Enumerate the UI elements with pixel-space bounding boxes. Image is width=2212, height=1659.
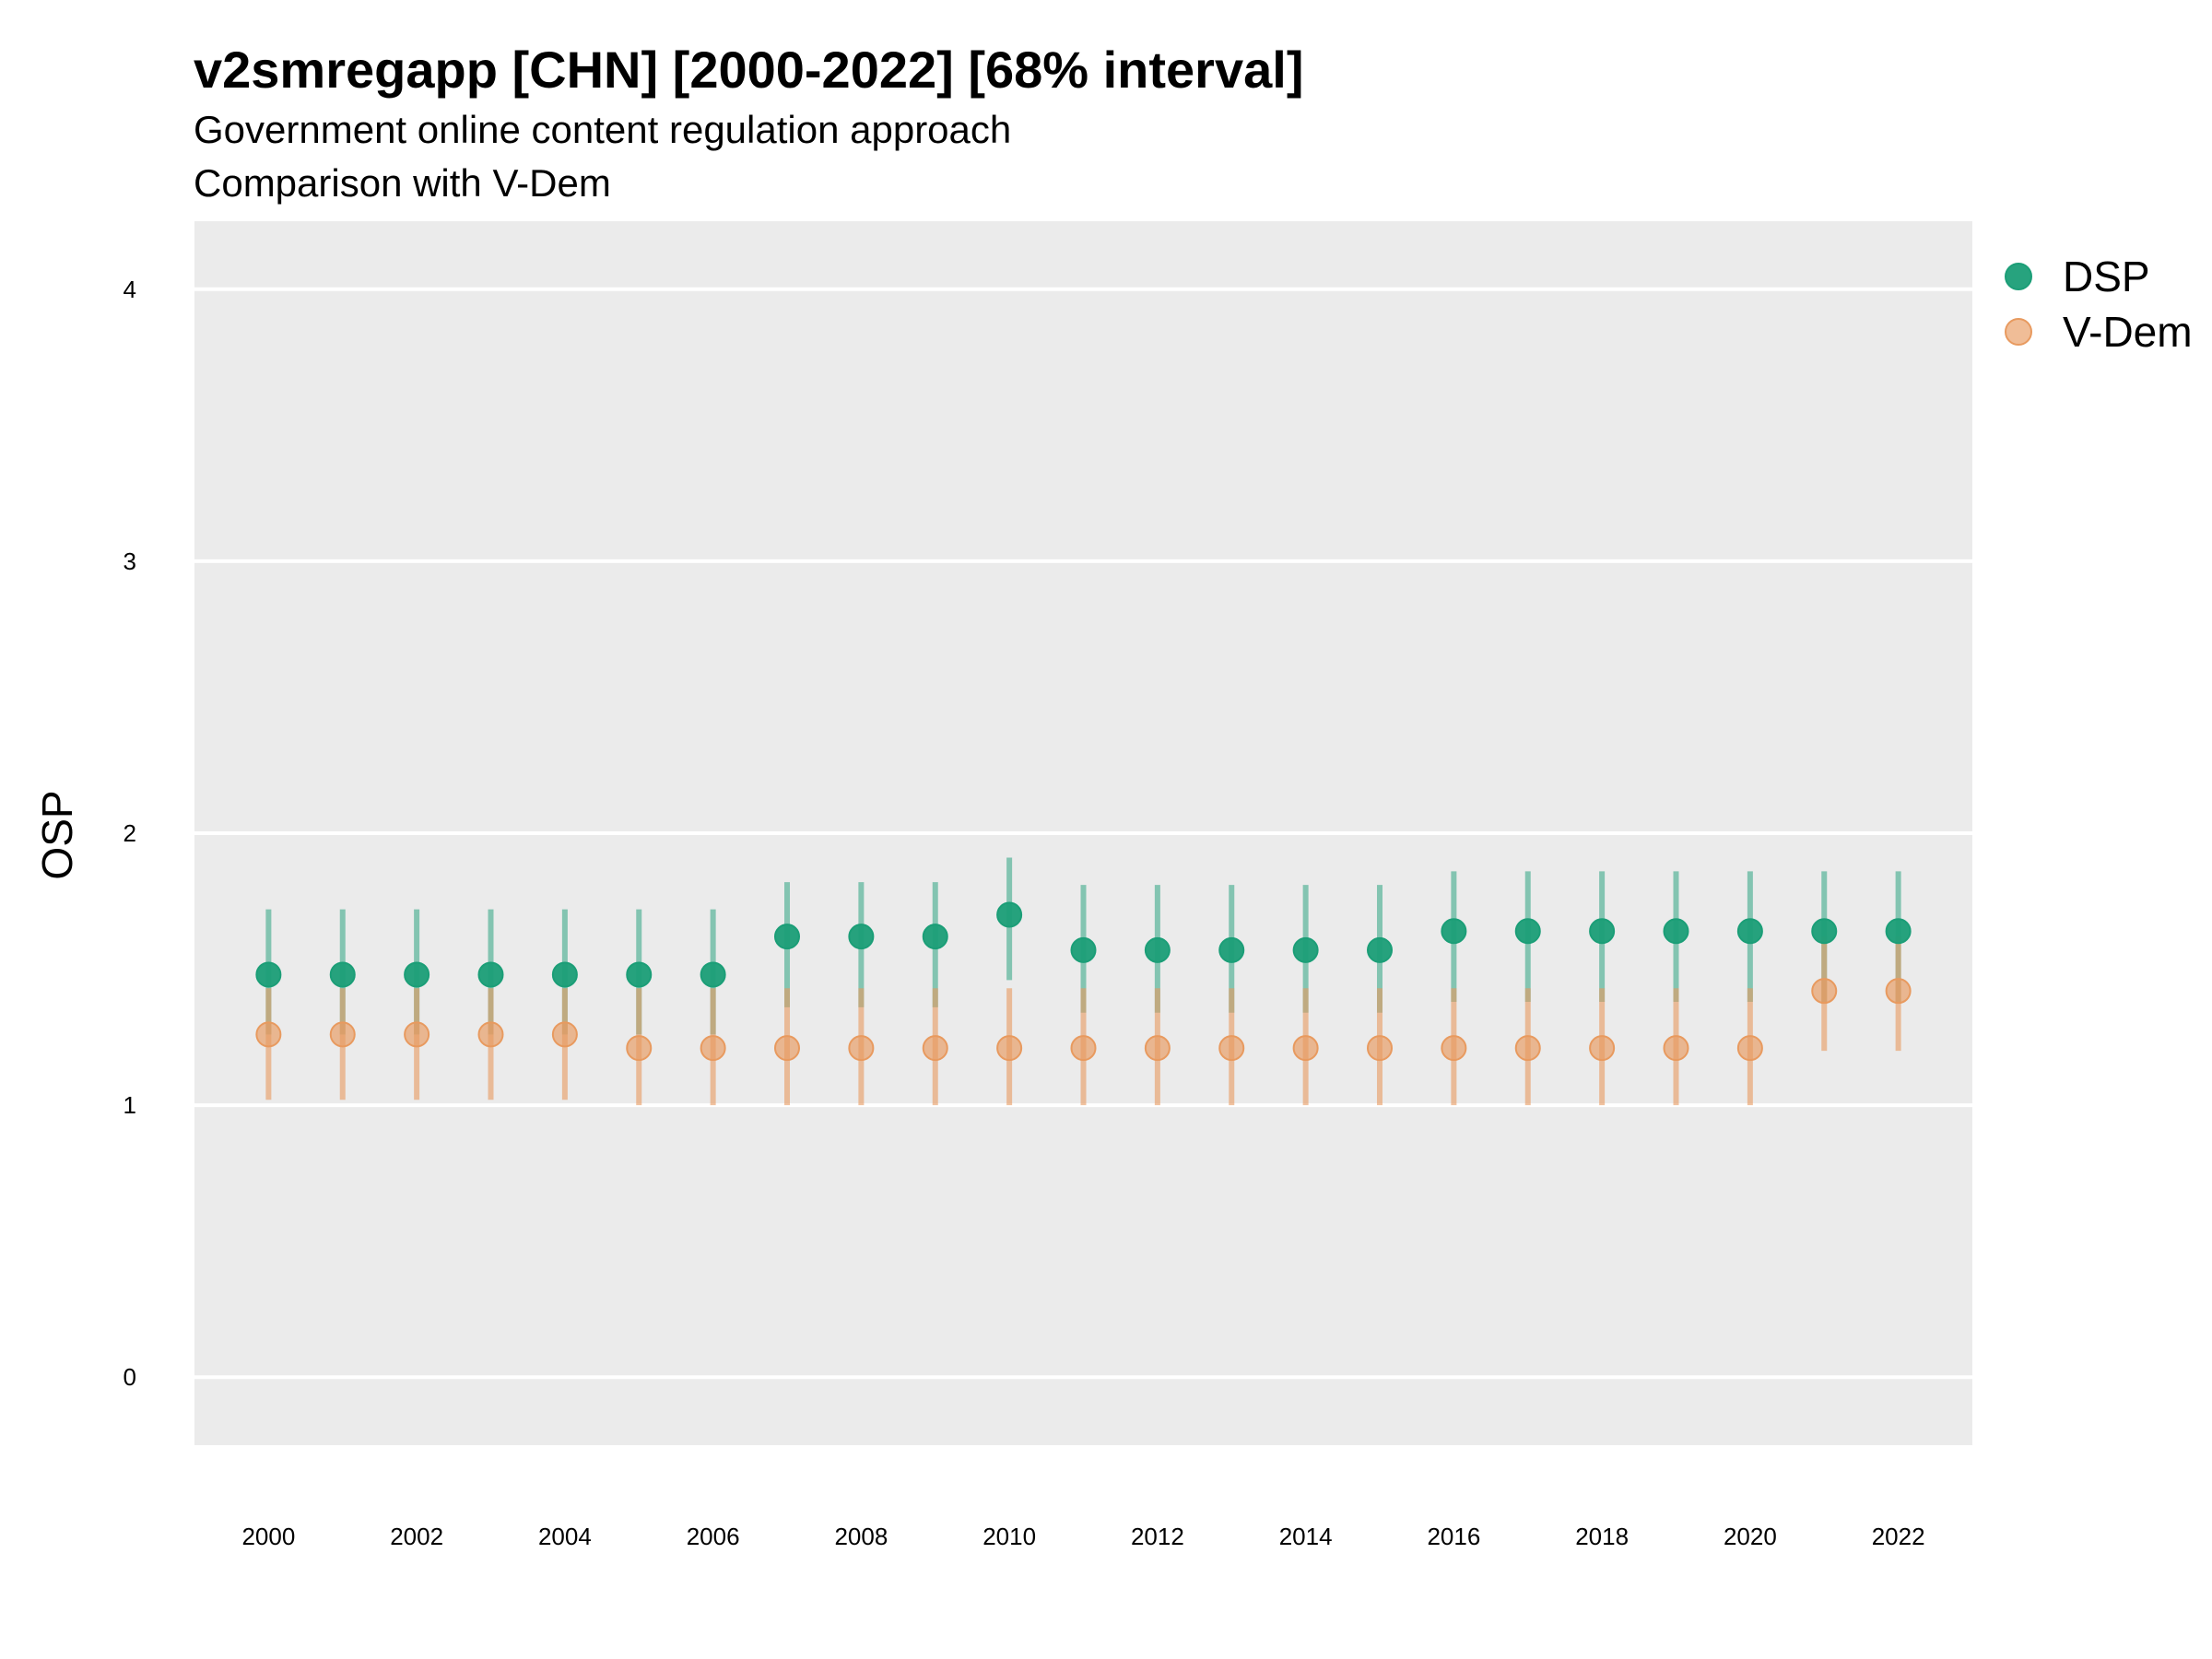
v-dem-point xyxy=(700,1035,726,1062)
x-tick-label: 2012 xyxy=(1131,1523,1184,1550)
dsp-point xyxy=(1144,936,1171,963)
y-tick-label: 2 xyxy=(124,819,136,847)
dsp-point xyxy=(551,961,578,988)
v-dem-point xyxy=(1292,1035,1319,1062)
dsp-point xyxy=(1514,918,1541,945)
x-tick-label: 2014 xyxy=(1279,1523,1333,1550)
y-tick-label: 3 xyxy=(124,547,136,575)
v-dem-point xyxy=(255,1021,282,1048)
dsp-point xyxy=(255,961,282,988)
v-dem-point xyxy=(1144,1035,1171,1062)
v-dem-point xyxy=(1514,1035,1541,1062)
v-dem-point xyxy=(996,1035,1023,1062)
chart-title: v2smregapp [CHN] [2000-2022] [68% interv… xyxy=(194,41,1303,99)
v-dem-point xyxy=(774,1035,800,1062)
x-tick-label: 2018 xyxy=(1575,1523,1629,1550)
x-tick-label: 2010 xyxy=(982,1523,1036,1550)
dsp-point xyxy=(1663,918,1689,945)
dsp-point xyxy=(1736,918,1763,945)
dsp-point xyxy=(848,924,875,950)
v-dem-point xyxy=(1441,1035,1467,1062)
dsp-point xyxy=(1589,918,1616,945)
x-tick-label: 2022 xyxy=(1872,1523,1925,1550)
v-dem-point xyxy=(551,1021,578,1048)
y-tick-label: 4 xyxy=(124,276,136,303)
v-dem-point xyxy=(1663,1035,1689,1062)
legend-label-v-dem: V-Dem xyxy=(2063,308,2193,356)
v-dem-point xyxy=(1218,1035,1245,1062)
y-axis-label: OSP xyxy=(33,790,81,879)
dsp-point xyxy=(329,961,356,988)
dsp-point xyxy=(922,924,948,950)
v-dem-point xyxy=(1811,978,1838,1005)
x-tick-label: 2004 xyxy=(538,1523,592,1550)
dsp-point xyxy=(1218,936,1245,963)
legend: DSP V-Dem xyxy=(2005,253,2193,356)
y-tick-label: 0 xyxy=(124,1363,136,1391)
v-dem-point xyxy=(1367,1035,1393,1062)
dsp-point xyxy=(626,961,653,988)
v-dem-point xyxy=(626,1035,653,1062)
v-dem-point xyxy=(1589,1035,1616,1062)
dsp-point xyxy=(1441,918,1467,945)
chart-subtitle-line1: Government online content regulation app… xyxy=(194,108,1011,151)
v-dem-point xyxy=(848,1035,875,1062)
v-dem-point xyxy=(477,1021,504,1048)
v-dem-point xyxy=(1736,1035,1763,1062)
v-dem-point xyxy=(922,1035,948,1062)
dsp-point xyxy=(774,924,800,950)
v-dem-point xyxy=(1070,1035,1097,1062)
dsp-point xyxy=(700,961,726,988)
dsp-point xyxy=(1811,918,1838,945)
legend-key-dsp xyxy=(2005,263,2032,290)
v-dem-point xyxy=(1885,978,1912,1005)
y-tick-label: 1 xyxy=(124,1091,136,1119)
legend-key-v-dem xyxy=(2005,318,2032,346)
dsp-point xyxy=(1292,936,1319,963)
legend-label-dsp: DSP xyxy=(2063,253,2150,300)
x-tick-label: 2008 xyxy=(834,1523,888,1550)
x-tick-label: 2000 xyxy=(241,1523,295,1550)
dsp-point xyxy=(1070,936,1097,963)
x-tick-label: 2020 xyxy=(1724,1523,1777,1550)
x-tick-label: 2016 xyxy=(1427,1523,1480,1550)
v-dem-point xyxy=(404,1021,430,1048)
chart-subtitle-line2: Comparison with V-Dem xyxy=(194,161,611,205)
x-tick-label: 2002 xyxy=(390,1523,443,1550)
v-dem-point xyxy=(329,1021,356,1048)
dsp-point xyxy=(477,961,504,988)
x-tick-label: 2006 xyxy=(687,1523,740,1550)
dsp-point xyxy=(1885,918,1912,945)
dsp-point xyxy=(996,901,1023,928)
dsp-point xyxy=(404,961,430,988)
dsp-point xyxy=(1367,936,1393,963)
